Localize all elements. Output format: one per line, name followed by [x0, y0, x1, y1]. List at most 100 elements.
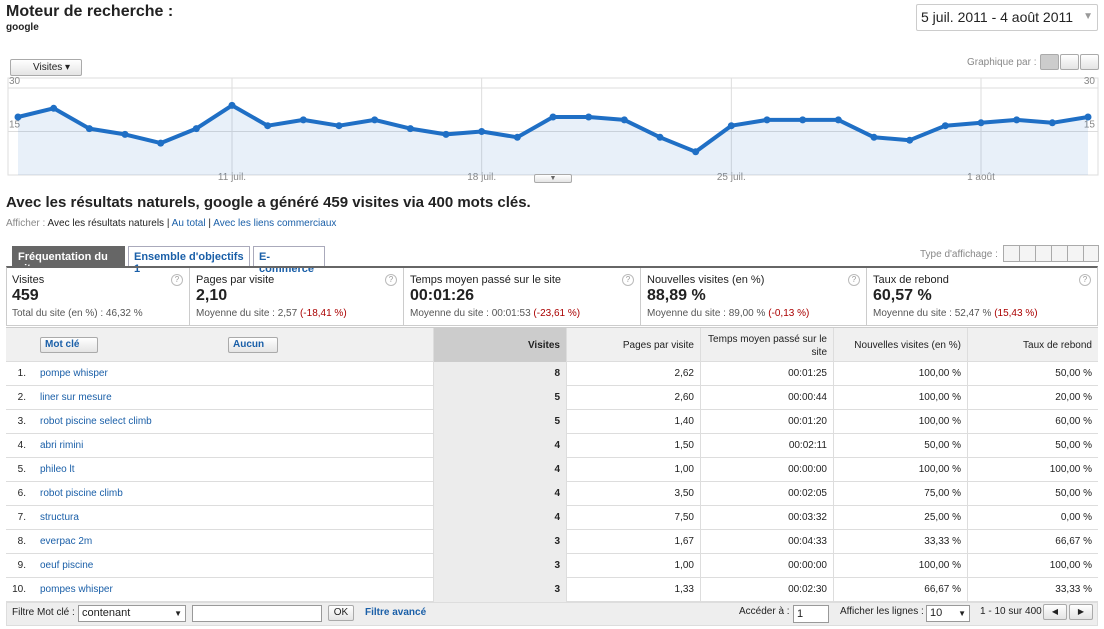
- column-select[interactable]: Mot clé: [40, 337, 98, 353]
- column-header[interactable]: Pages par visite: [566, 328, 700, 363]
- point[interactable]: [85, 125, 93, 133]
- table-row: 1. pompe whisper 8 2,62 00:01:25 100,00 % 50,0…: [6, 362, 1098, 386]
- table-cell: 2,62: [566, 362, 700, 386]
- table-cell: 4: [433, 434, 566, 458]
- prev-page[interactable]: ◀: [1043, 604, 1067, 620]
- table-row: 3. robot piscine select climb 5 1,40 00:01:2…: [6, 410, 1098, 434]
- column-header[interactable]: Visites: [433, 328, 566, 363]
- table-cell: 66,67 %: [833, 578, 967, 602]
- point[interactable]: [799, 116, 807, 124]
- keyword-link[interactable]: robot piscine select climb: [40, 416, 152, 427]
- table-row: 2. liner sur mesure 5 2,60 00:00:44 100,00 % 2…: [6, 386, 1098, 410]
- table-cell: 100,00 %: [967, 554, 1098, 578]
- point[interactable]: [14, 113, 22, 121]
- point[interactable]: [692, 148, 700, 156]
- point[interactable]: [1084, 113, 1092, 121]
- point[interactable]: [371, 116, 379, 124]
- filter-link[interactable]: Au total: [171, 218, 206, 229]
- advanced-filter[interactable]: Filtre avancé: [365, 607, 427, 618]
- point[interactable]: [157, 139, 165, 147]
- point[interactable]: [299, 116, 307, 124]
- y-tick-label: 30: [9, 76, 21, 87]
- point[interactable]: [50, 104, 58, 112]
- keyword-link[interactable]: pompes whisper: [40, 584, 113, 595]
- tab-active[interactable]: Fréquentation du site: [12, 246, 125, 275]
- filter-input[interactable]: [192, 605, 322, 622]
- point[interactable]: [513, 133, 521, 141]
- graph-week[interactable]: [1060, 54, 1079, 70]
- table-cell: 8: [433, 362, 566, 386]
- rows-label: Afficher les lignes :: [840, 606, 924, 617]
- metric-text: Visites: [33, 62, 63, 73]
- scorecard-detail-text: Moyenne du site : 89,00 %: [647, 308, 766, 319]
- scorecard: Temps moyen passé sur le site 00:01:26 Moy…: [404, 268, 641, 325]
- keyword-link[interactable]: pompe whisper: [40, 368, 108, 379]
- scorecard-detail: Moyenne du site : 2,57 (-18,41 %): [196, 308, 397, 319]
- point[interactable]: [763, 116, 771, 124]
- point[interactable]: [870, 133, 878, 141]
- keyword-link[interactable]: phileo lt: [40, 464, 75, 475]
- ok-button[interactable]: OK: [328, 605, 354, 621]
- tab[interactable]: Ensemble d'objectifs 1: [128, 246, 250, 275]
- point[interactable]: [228, 101, 236, 109]
- scorecard-detail-text: Moyenne du site : 52,47 %: [873, 308, 992, 319]
- table-cell: 4: [433, 482, 566, 506]
- point[interactable]: [834, 116, 842, 124]
- point[interactable]: [264, 122, 272, 130]
- point[interactable]: [1013, 116, 1021, 124]
- column-header[interactable]: Nouvelles visites (en %): [833, 328, 967, 363]
- keyword-link[interactable]: everpac 2m: [40, 536, 93, 547]
- tab[interactable]: E-commerce: [253, 246, 325, 275]
- point[interactable]: [1048, 119, 1056, 127]
- date-range[interactable]: 5 juil. 2011 - 4 août 2011 ▼: [916, 4, 1098, 31]
- metric-select[interactable]: Visites ▾: [10, 59, 82, 76]
- graph-day[interactable]: [1040, 54, 1059, 70]
- point[interactable]: [549, 113, 557, 121]
- table-cell: 50,00 %: [833, 434, 967, 458]
- table-cell: 3: [433, 530, 566, 554]
- table-row: 5. phileo lt 4 1,00 00:00:00 100,00 % 100,00 %: [6, 458, 1098, 482]
- filter-link[interactable]: Avec les liens commerciaux: [213, 218, 337, 229]
- table-row: 8. everpac 2m 3 1,67 00:04:33 33,33 % 66,67 %: [6, 530, 1098, 554]
- point[interactable]: [121, 130, 129, 138]
- keyword-link[interactable]: oeuf piscine: [40, 560, 94, 571]
- point[interactable]: [192, 125, 200, 133]
- next-page[interactable]: ▶: [1069, 604, 1093, 620]
- y-tick-label-right: 30: [1084, 76, 1096, 87]
- point[interactable]: [442, 130, 450, 138]
- filter-mode-text: contenant: [82, 607, 131, 619]
- point[interactable]: [977, 119, 985, 127]
- point[interactable]: [656, 133, 664, 141]
- scorecard-detail: Moyenne du site : 00:01:53 (-23,61 %): [410, 308, 634, 319]
- keyword-link[interactable]: liner sur mesure: [40, 392, 112, 403]
- display-type-buttons[interactable]: [1003, 245, 1099, 262]
- filter-mode[interactable]: contenant ▼: [78, 605, 186, 622]
- graph-by-label: Graphique par :: [967, 57, 1037, 68]
- point[interactable]: [335, 122, 343, 130]
- graph-month[interactable]: [1080, 54, 1099, 70]
- table-cell: 1,00: [566, 554, 700, 578]
- column-header[interactable]: Temps moyen passé sur le site: [700, 328, 833, 363]
- scorecard: Pages par visite 2,10 Moyenne du site : 2,…: [190, 268, 404, 325]
- scorecard-value: 88,89 %: [647, 287, 706, 304]
- chart-toggle[interactable]: ▼: [534, 174, 572, 183]
- keyword-link[interactable]: robot piscine climb: [40, 488, 123, 499]
- point[interactable]: [620, 116, 628, 124]
- page-subtitle: google: [6, 22, 39, 33]
- column-select[interactable]: Aucun: [228, 337, 278, 353]
- scorecard-value: 60,57 %: [873, 287, 932, 304]
- goto-input[interactable]: 1: [793, 605, 829, 623]
- scorecard-delta: (-18,41 %): [299, 308, 347, 319]
- point[interactable]: [941, 122, 949, 130]
- keyword-link[interactable]: abri rimini: [40, 440, 84, 451]
- point[interactable]: [906, 136, 914, 144]
- point[interactable]: [478, 128, 486, 135]
- rows-select[interactable]: 10 ▼: [926, 605, 970, 622]
- keyword-link[interactable]: structura: [40, 512, 79, 523]
- column-header[interactable]: Taux de rebond: [967, 328, 1098, 363]
- table-cell: 100,00 %: [833, 554, 967, 578]
- point[interactable]: [406, 125, 414, 133]
- scorecard-label: Taux de rebond: [873, 274, 949, 286]
- point[interactable]: [727, 122, 735, 130]
- point[interactable]: [585, 113, 593, 121]
